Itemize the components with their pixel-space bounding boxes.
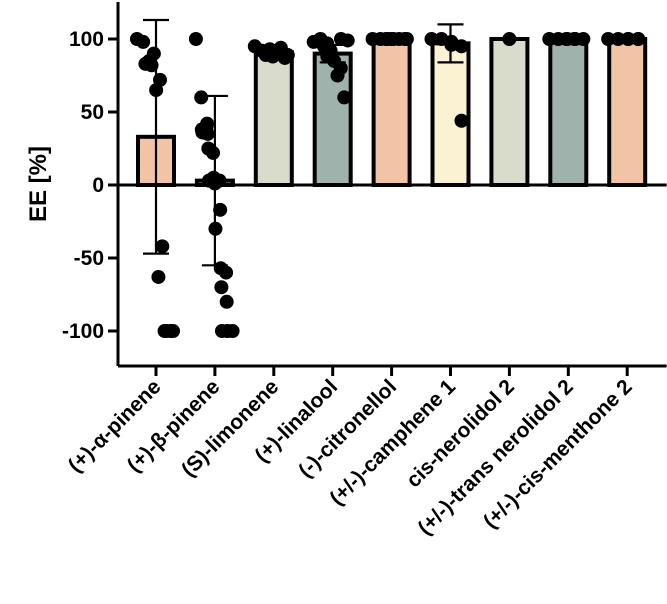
data-point-0-8 [149,83,164,98]
data-point-1-19 [219,294,234,309]
data-point-1-6 [200,126,215,141]
data-point-0-14 [166,324,180,338]
data-point-0-1 [136,34,151,49]
data-point-1-17 [219,265,234,280]
data-point-0-9 [155,239,170,254]
y-axis-title: EE [%] [25,146,52,222]
data-point-8-0 [601,32,616,46]
y-tick-label-50: 50 [81,101,104,124]
data-point-4-8 [397,32,412,46]
error-bars-layer [143,18,464,267]
bar-6 [489,37,530,187]
points-layer [130,32,646,338]
x-tick-label-6: cis-nerolidol 2 [402,375,519,492]
y-tick-label--50: -50 [74,247,104,270]
data-point-3-8 [330,68,345,83]
y-tick-label-100: 100 [69,28,104,51]
data-point-0-10 [151,269,166,284]
data-point-5-5 [454,113,469,128]
data-point-1-1 [194,90,209,105]
bar-8 [607,37,648,187]
data-point-1-23 [220,324,235,338]
data-point-8-1 [611,32,626,46]
data-point-1-8 [201,141,216,156]
bar-4 [371,37,412,187]
data-point-5-4 [454,39,469,54]
data-point-6-0 [502,32,517,46]
bar-2 [253,50,294,187]
data-point-3-9 [337,90,352,105]
bar-7 [548,37,589,187]
data-point-1-0 [188,32,203,46]
data-point-0-6 [146,46,161,61]
data-point-3-11 [340,33,355,48]
data-point-7-6 [576,32,591,46]
y-tick-label--100: -100 [62,320,104,343]
data-point-2-10 [277,50,292,65]
y-tick-label-0: 0 [92,174,104,197]
data-point-5-0 [424,32,439,46]
data-point-1-18 [214,280,229,295]
data-point-8-3 [621,32,636,46]
data-point-1-15 [208,221,223,236]
data-point-1-14 [213,202,228,217]
data-point-8-5 [631,32,646,46]
